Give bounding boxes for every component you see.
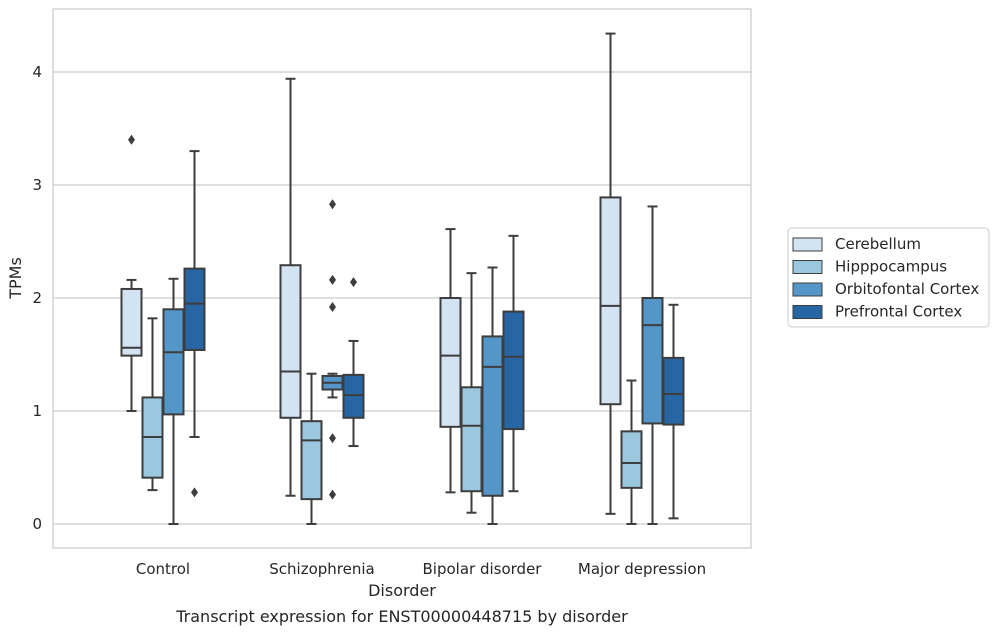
box-group: [279, 77, 302, 497]
legend-item: Cerebellum: [792, 235, 921, 253]
outlier-point: [329, 302, 336, 313]
tick-labels: 0 1 2 3 4 Control Schizophrenia Bipolar disorde…: [32, 63, 706, 578]
y-tick-label: 1: [32, 402, 42, 420]
box-group: [183, 150, 206, 498]
legend-swatch: [792, 260, 823, 274]
box-body: [439, 297, 462, 428]
x-axis-label: Disorder: [368, 581, 436, 600]
legend-item: Orbitofontal Cortex: [792, 280, 979, 298]
box-body: [599, 196, 622, 406]
box-group: [662, 303, 685, 520]
chart-title: Transcript expression for ENST0000044871…: [175, 607, 628, 626]
box-group: [599, 32, 622, 515]
legend-label: Hipppocampus: [835, 258, 947, 276]
plot-frame: [52, 8, 752, 549]
legend-label: Orbitofontal Cortex: [835, 280, 979, 298]
box-body: [662, 356, 685, 426]
box-group: [620, 379, 643, 525]
y-tick-label: 4: [32, 63, 42, 81]
y-tick-label: 0: [32, 515, 42, 533]
box-body: [300, 420, 323, 501]
outlier-point: [329, 489, 336, 500]
outlier-point: [329, 433, 336, 444]
box-group: [502, 234, 525, 493]
box-group: [141, 317, 164, 492]
legend-label: Cerebellum: [835, 235, 921, 253]
y-axis-label: TPMs: [6, 257, 25, 300]
box-group: [342, 277, 365, 448]
box-group: [300, 372, 323, 525]
legend: Cerebellum Hipppocampus Orbitofontal Corte…: [787, 227, 990, 328]
outlier-point: [329, 274, 336, 285]
box-group: [120, 134, 143, 412]
boxes: [120, 32, 685, 525]
box-group: [162, 277, 185, 525]
y-tick-label: 3: [32, 176, 42, 194]
box-body: [162, 308, 185, 416]
box-body: [342, 373, 365, 419]
box-group: [439, 228, 462, 494]
legend-frame: [787, 227, 990, 328]
box-group: [481, 266, 504, 525]
box-body: [120, 287, 143, 357]
y-tick-label: 2: [32, 289, 42, 307]
outlier-point: [350, 277, 357, 288]
box-body: [183, 267, 206, 351]
box-body: [481, 335, 504, 497]
x-tick-label: Control: [136, 560, 190, 578]
box-body: [460, 386, 483, 493]
box-group: [641, 205, 664, 525]
box-body: [279, 264, 302, 419]
outlier-point: [128, 134, 135, 145]
box-group: [460, 272, 483, 514]
legend-item: Prefrontal Cortex: [792, 303, 962, 321]
box-body: [620, 430, 643, 489]
legend-swatch: [792, 305, 823, 319]
box-body: [641, 297, 664, 425]
x-tick-label: Bipolar disorder: [423, 560, 543, 578]
box-body: [502, 310, 525, 431]
legend-swatch: [792, 282, 823, 297]
x-tick-label: Schizophrenia: [269, 560, 374, 578]
legend-swatch: [792, 237, 823, 252]
box-group: [321, 199, 344, 500]
outlier-point: [329, 199, 336, 210]
legend-label: Prefrontal Cortex: [835, 303, 962, 321]
x-tick-label: Major depression: [578, 560, 706, 578]
legend-item: Hipppocampus: [792, 258, 947, 276]
outlier-point: [191, 487, 198, 498]
